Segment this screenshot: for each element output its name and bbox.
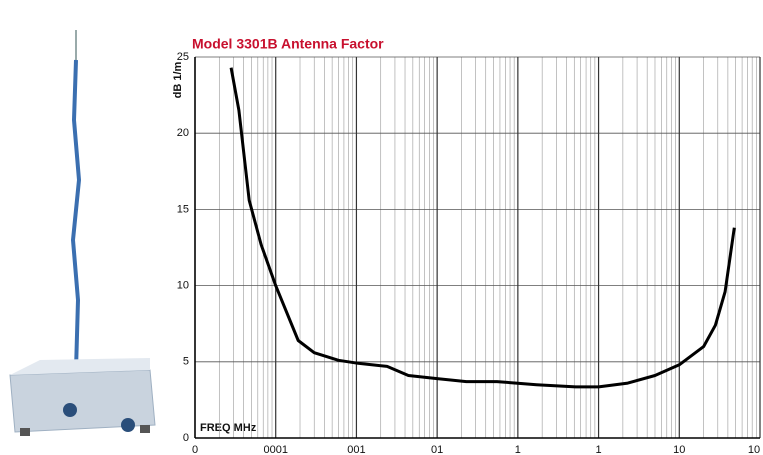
y-tick-label: 5 bbox=[183, 356, 189, 368]
x-tick-label: 1 bbox=[515, 444, 521, 455]
y-tick-label: 0 bbox=[183, 432, 189, 444]
antenna-box-top bbox=[10, 358, 150, 375]
y-tick-label: 15 bbox=[177, 203, 189, 215]
x-tick-label: 10 bbox=[748, 444, 760, 455]
series-line bbox=[229, 67, 736, 389]
y-axis-label: dB 1/m bbox=[172, 61, 184, 98]
x-tick-label: 10 bbox=[673, 444, 685, 455]
foot bbox=[140, 425, 150, 433]
antenna-rod bbox=[70, 59, 82, 371]
antenna-photo bbox=[9, 30, 156, 436]
x-tick-label: 0001 bbox=[263, 444, 287, 455]
connector bbox=[121, 418, 135, 432]
y-tick-label: 20 bbox=[177, 127, 189, 139]
chart-title: Model 3301B Antenna Factor bbox=[192, 36, 384, 52]
connector bbox=[63, 403, 77, 417]
x-axis-label: FREQ MHz bbox=[200, 422, 257, 434]
x-tick-label: 01 bbox=[431, 444, 443, 455]
y-tick-label: 25 bbox=[177, 51, 189, 63]
x-tick-label: 0 bbox=[192, 444, 198, 455]
y-tick-label: 10 bbox=[177, 280, 189, 292]
foot bbox=[20, 428, 30, 436]
x-tick-label: 001 bbox=[347, 444, 365, 455]
x-tick-label: 1 bbox=[596, 444, 602, 455]
